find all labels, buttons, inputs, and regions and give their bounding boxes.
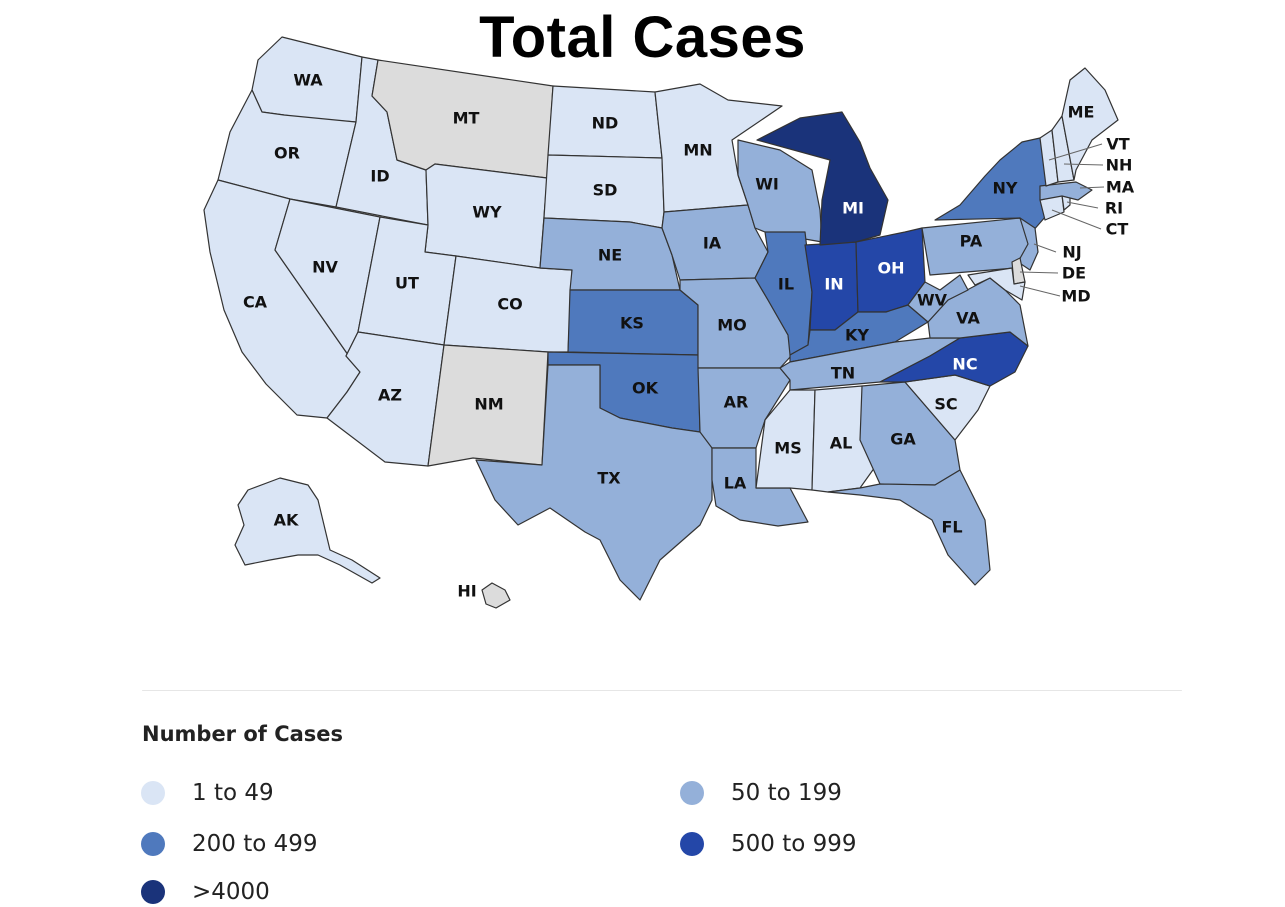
state-va[interactable] — [927, 277, 1029, 347]
state-label-ar: AR — [724, 393, 749, 412]
leader-line-ma — [1079, 186, 1105, 189]
state-label-hi: HI — [457, 582, 476, 601]
state-label-il: IL — [778, 275, 794, 294]
state-label-or: OR — [274, 144, 300, 163]
leader-line-ct — [1051, 209, 1102, 230]
leader-line-nh — [1063, 163, 1104, 166]
state-label-la: LA — [724, 474, 747, 493]
state-label-ut: UT — [395, 274, 419, 293]
state-label-mn: MN — [683, 141, 712, 160]
state-label-mo: MO — [717, 316, 747, 335]
state-label-az: AZ — [378, 386, 402, 405]
state-label-in: IN — [824, 275, 843, 294]
leader-line-nj — [1033, 243, 1057, 253]
state-label-nh: NH — [1106, 156, 1133, 175]
state-label-wi: WI — [755, 175, 779, 194]
map-title: Total Cases — [479, 5, 806, 70]
state-label-wy: WY — [472, 203, 502, 222]
legend-item-over-4000: >4000 — [141, 877, 270, 907]
state-la[interactable] — [711, 447, 809, 527]
legend-swatch-500-999 — [680, 832, 704, 856]
state-label-ks: KS — [620, 314, 644, 333]
state-label-nj: NJ — [1062, 243, 1081, 262]
legend-divider — [142, 690, 1182, 691]
state-label-ca: CA — [243, 293, 268, 312]
state-label-me: ME — [1068, 103, 1095, 122]
state-label-md: MD — [1061, 287, 1090, 306]
legend-swatch-50-199 — [680, 781, 704, 805]
state-label-nc: NC — [952, 355, 977, 374]
state-label-sd: SD — [593, 181, 618, 200]
state-label-mi: MI — [842, 199, 864, 218]
legend-swatch-1-49 — [141, 781, 165, 805]
state-label-ky: KY — [845, 326, 869, 345]
state-label-nd: ND — [592, 114, 619, 133]
state-label-ct: CT — [1106, 220, 1129, 239]
state-label-sc: SC — [934, 395, 957, 414]
state-label-fl: FL — [941, 518, 962, 537]
state-nj[interactable] — [1017, 217, 1039, 271]
state-ak[interactable] — [234, 477, 381, 584]
state-ny[interactable] — [934, 137, 1049, 233]
state-nc[interactable] — [879, 331, 1029, 387]
state-label-ma: MA — [1106, 178, 1135, 197]
state-label-ms: MS — [774, 439, 801, 458]
state-mn[interactable] — [654, 83, 783, 213]
state-label-tn: TN — [831, 364, 855, 383]
legend-item-1-49: 1 to 49 — [141, 778, 274, 808]
state-label-tx: TX — [597, 469, 621, 488]
state-label-vt: VT — [1106, 135, 1129, 154]
state-label-wv: WV — [917, 291, 948, 310]
legend-label: >4000 — [192, 879, 270, 905]
state-label-al: AL — [830, 434, 853, 453]
state-mi[interactable] — [756, 111, 889, 246]
legend-item-50-199: 50 to 199 — [680, 778, 842, 808]
state-label-oh: OH — [878, 259, 905, 278]
state-label-nv: NV — [312, 258, 338, 277]
us-choropleth-map: WA OR CA ID NV MT WY UT AZ CO NM ND SD NE KS OK TX MN IA MO… — [203, 36, 1135, 609]
state-label-pa: PA — [960, 232, 983, 251]
legend-title: Number of Cases — [142, 722, 344, 746]
legend-item-500-999: 500 to 999 — [680, 829, 857, 859]
state-label-co: CO — [497, 295, 522, 314]
state-tx[interactable] — [475, 364, 713, 601]
state-ma[interactable] — [1039, 181, 1093, 201]
state-label-mt: MT — [453, 109, 480, 128]
legend-swatch-200-499 — [141, 832, 165, 856]
leader-line-de — [1019, 271, 1059, 274]
leader-line-ri — [1066, 201, 1099, 209]
state-label-ak: AK — [274, 511, 299, 530]
state-fl[interactable] — [827, 469, 991, 586]
state-label-id: ID — [370, 167, 389, 186]
legend-item-200-499: 200 to 499 — [141, 829, 318, 859]
state-label-ny: NY — [993, 179, 1018, 198]
legend-label: 500 to 999 — [731, 831, 857, 857]
legend-swatch-over-4000 — [141, 880, 165, 904]
state-hi[interactable] — [481, 582, 511, 609]
state-wv[interactable] — [907, 274, 969, 323]
legend-label: 200 to 499 — [192, 831, 318, 857]
state-label-ga: GA — [890, 430, 916, 449]
state-nm[interactable] — [427, 344, 549, 467]
state-label-de: DE — [1062, 264, 1086, 283]
leader-line-vt — [1048, 143, 1103, 161]
leader-line-md — [1019, 285, 1061, 297]
state-label-va: VA — [956, 309, 980, 328]
legend-label: 50 to 199 — [731, 780, 842, 806]
state-label-ia: IA — [703, 234, 722, 253]
state-label-nm: NM — [474, 395, 503, 414]
state-md[interactable] — [967, 267, 1026, 301]
state-label-ok: OK — [632, 379, 659, 398]
legend-label: 1 to 49 — [192, 780, 274, 806]
state-label-ne: NE — [598, 246, 622, 265]
state-label-ri: RI — [1105, 199, 1123, 218]
state-label-wa: WA — [293, 71, 323, 90]
